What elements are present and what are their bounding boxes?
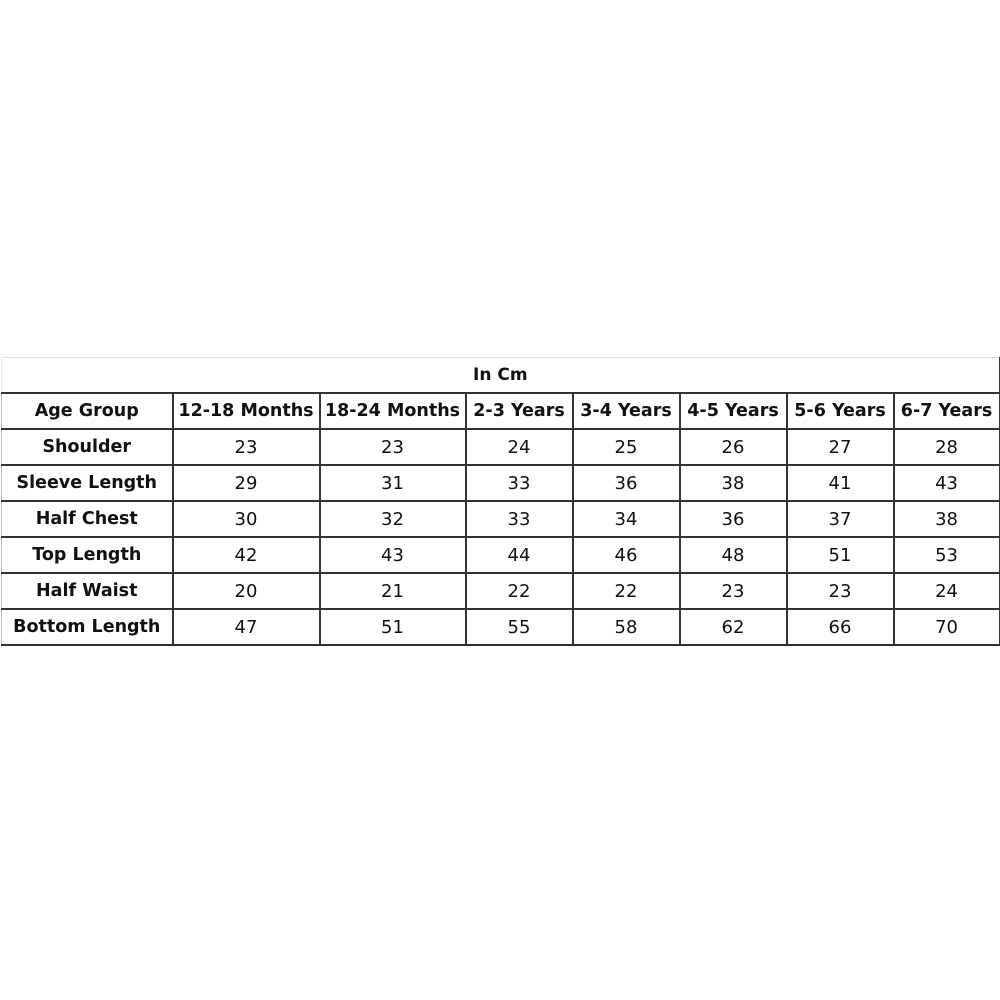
column-header: 2-3 Years bbox=[464, 392, 574, 430]
row-label: Shoulder bbox=[1, 428, 174, 466]
table-cell: 23 bbox=[678, 572, 788, 610]
table-cell: 36 bbox=[678, 500, 788, 538]
table-cell: 33 bbox=[464, 464, 574, 502]
table-cell: 43 bbox=[892, 464, 1000, 502]
table-cell: 44 bbox=[464, 536, 574, 574]
table-cell: 22 bbox=[464, 572, 574, 610]
table-row: Top Length 42 43 44 46 48 51 53 bbox=[1, 536, 1000, 574]
table-cell: 23 bbox=[785, 572, 895, 610]
table-cell: 34 bbox=[571, 500, 681, 538]
table-cell: 33 bbox=[464, 500, 574, 538]
row-label: Half Chest bbox=[1, 500, 174, 538]
row-label: Top Length bbox=[1, 536, 174, 574]
table-cell: 48 bbox=[678, 536, 788, 574]
table-cell: 21 bbox=[318, 572, 467, 610]
table-cell: 36 bbox=[571, 464, 681, 502]
table-cell: 47 bbox=[171, 608, 321, 646]
row-label: Half Waist bbox=[1, 572, 174, 610]
table-cell: 20 bbox=[171, 572, 321, 610]
table-cell: 37 bbox=[785, 500, 895, 538]
row-label: Sleeve Length bbox=[1, 464, 174, 502]
table-cell: 43 bbox=[318, 536, 467, 574]
column-header: Age Group bbox=[1, 392, 174, 430]
table-cell: 41 bbox=[785, 464, 895, 502]
row-label: Bottom Length bbox=[1, 608, 174, 646]
table-cell: 22 bbox=[571, 572, 681, 610]
table-cell: 31 bbox=[318, 464, 467, 502]
table-cell: 27 bbox=[785, 428, 895, 466]
table-cell: 26 bbox=[678, 428, 788, 466]
table-cell: 25 bbox=[571, 428, 681, 466]
table-cell: 55 bbox=[464, 608, 574, 646]
table-cell: 24 bbox=[464, 428, 574, 466]
table-cell: 66 bbox=[785, 608, 895, 646]
column-header: 5-6 Years bbox=[785, 392, 895, 430]
table-cell: 51 bbox=[785, 536, 895, 574]
column-header: 6-7 Years bbox=[892, 392, 1000, 430]
table-row: Shoulder 23 23 24 25 26 27 28 bbox=[1, 428, 1000, 466]
table-cell: 23 bbox=[171, 428, 321, 466]
table-row: Half Waist 20 21 22 22 23 23 24 bbox=[1, 572, 1000, 610]
table-cell: 58 bbox=[571, 608, 681, 646]
table-title: In Cm bbox=[0, 357, 1000, 394]
table-cell: 42 bbox=[171, 536, 321, 574]
table-cell: 28 bbox=[892, 428, 1000, 466]
size-chart-table: In Cm Age Group 12-18 Months 18-24 Months 2… bbox=[0, 357, 1000, 646]
table-cell: 46 bbox=[571, 536, 681, 574]
table-row: Half Chest 30 32 33 34 36 37 38 bbox=[1, 500, 1000, 538]
table-cell: 29 bbox=[171, 464, 321, 502]
table-cell: 70 bbox=[892, 608, 1000, 646]
table-cell: 38 bbox=[892, 500, 1000, 538]
table-cell: 62 bbox=[678, 608, 788, 646]
column-header: 3-4 Years bbox=[571, 392, 681, 430]
table-row: Sleeve Length 29 31 33 36 38 41 43 bbox=[1, 464, 1000, 502]
table-cell: 24 bbox=[892, 572, 1000, 610]
table-cell: 30 bbox=[171, 500, 321, 538]
table-cell: 51 bbox=[318, 608, 467, 646]
table-cell: 32 bbox=[318, 500, 467, 538]
column-header: 18-24 Months bbox=[318, 392, 467, 430]
column-header: 12-18 Months bbox=[171, 392, 321, 430]
header-row: Age Group 12-18 Months 18-24 Months 2-3 Yea… bbox=[1, 392, 1000, 430]
column-header: 4-5 Years bbox=[678, 392, 788, 430]
table-cell: 23 bbox=[318, 428, 467, 466]
table-cell: 53 bbox=[892, 536, 1000, 574]
table-cell: 38 bbox=[678, 464, 788, 502]
title-row: In Cm bbox=[0, 357, 1000, 394]
table-row: Bottom Length 47 51 55 58 62 66 70 bbox=[1, 608, 1000, 646]
